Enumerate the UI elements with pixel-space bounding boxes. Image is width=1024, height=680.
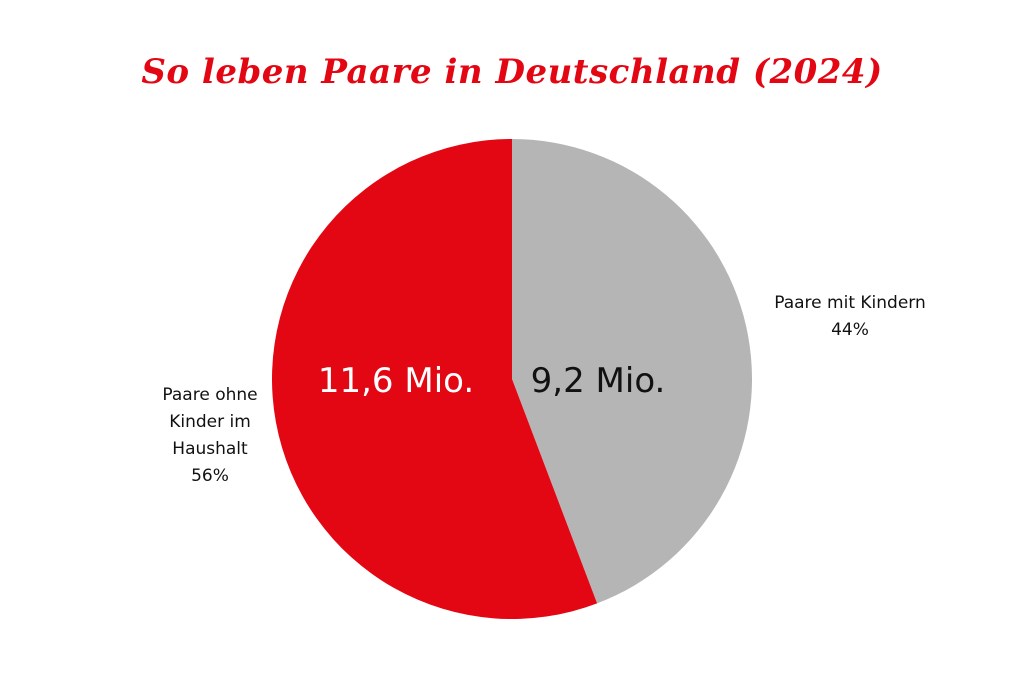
- slice-name-line: Paare ohne: [162, 385, 258, 405]
- pie-slice-paare-ohne-kinder-im-haushalt: [271, 139, 598, 619]
- slice-name: Paare mit Kindern: [774, 293, 926, 313]
- slice-name-line: Kinder im: [169, 412, 251, 432]
- slice-percent: 44%: [831, 320, 869, 340]
- slice-value-label: 9,2 Mio.: [531, 361, 666, 401]
- slice-label-paare-mit-kindern: Paare mit Kindern 44%: [740, 290, 960, 344]
- slice-name-line: Haushalt: [172, 439, 248, 459]
- slice-label-paare-ohne-kinder: Paare ohne Kinder im Haushalt 56%: [110, 382, 310, 490]
- chart-title: So leben Paare in Deutschland (2024): [141, 52, 883, 92]
- slice-percent: 56%: [191, 466, 229, 486]
- slice-value-label: 11,6 Mio.: [318, 361, 474, 401]
- pie-slice-paare-mit-kindern: [512, 139, 752, 604]
